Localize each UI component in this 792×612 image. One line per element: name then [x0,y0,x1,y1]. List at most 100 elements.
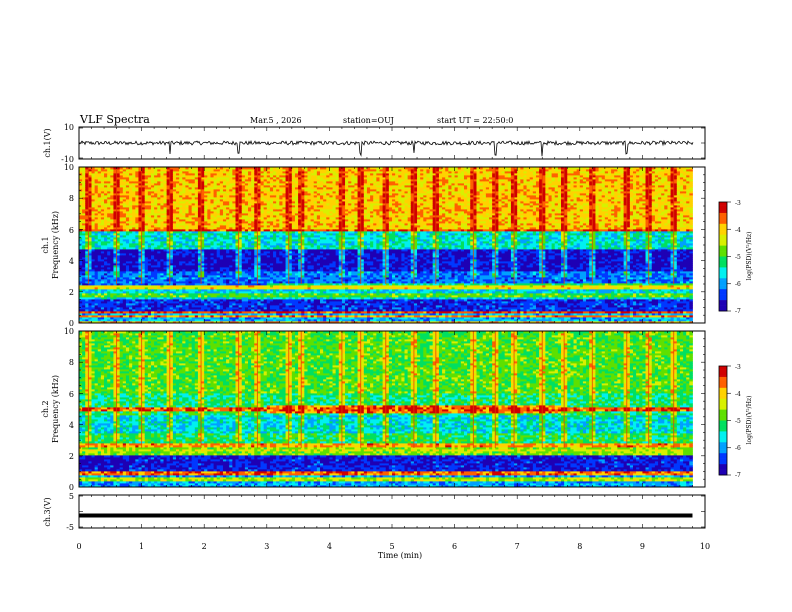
spectrogram-cell [88,175,92,178]
spectrogram-cell [104,277,108,280]
spectrogram-cell [169,317,174,320]
spectrogram-cell [172,257,177,260]
spectrogram-cell [141,243,146,246]
spectrogram-cell [119,175,124,178]
spectrogram-cell [125,167,130,170]
spectrogram-cell [166,313,171,316]
spectrogram-cell [110,261,114,264]
ch1-waveform-panel: 10 -10 ch.1(V) [43,123,706,164]
spectrogram-cell [85,209,89,212]
spectrogram-cell [150,185,155,188]
spectrogram-cell [179,183,183,186]
spectrogram-cell [138,263,142,266]
spectrogram-cell [91,261,96,264]
spectrogram-cell [132,223,136,226]
spectrogram-cell [129,285,133,288]
spectrogram-cell [107,189,111,192]
spectrogram-cell [125,251,130,254]
spectrogram-cell [166,217,171,220]
spectrogram-cell [91,263,96,266]
spectrogram-cell [129,301,133,304]
spectrogram-cell [91,173,96,176]
spectrogram-cell [122,293,127,296]
spectrogram-cell [144,307,149,310]
spectrogram-cell [169,257,174,260]
spectrogram-cell [132,195,136,198]
spectrogram-cell [147,211,152,214]
spectrogram-cell [79,255,83,258]
spectrogram-cell [104,241,108,244]
spectrogram-cell [91,277,96,280]
spectrogram-cell [110,317,114,320]
spectrogram-cell [119,289,124,292]
spectrogram-cell [166,173,171,176]
spectrogram-cell [154,199,158,202]
spectrogram-cell [163,209,168,212]
spectrogram-cell [113,237,117,240]
spectrogram-cell [144,261,149,264]
spectrogram-cell [125,181,130,184]
spectrogram-cell [94,293,99,296]
spectrogram-cell [91,169,96,172]
spectrogram-cell [135,239,139,242]
spectrogram-cell [129,177,133,180]
spectrogram-cell [163,187,168,190]
spectrogram-cell [116,265,121,268]
spectrogram-cell [138,229,142,232]
spectrogram-cell [94,173,99,176]
spectrogram-cell [100,259,105,262]
spectrogram-cell [110,207,114,210]
spectrogram-cell [94,217,99,220]
spectrogram-cell [138,311,142,314]
spectrogram-cell [88,217,92,220]
spectrogram-cell [110,237,114,240]
spectrogram-cell [107,167,111,170]
spectrogram-cell [119,169,124,172]
spectrogram-cell [129,319,133,322]
spectrogram-cell [176,177,180,180]
spectrogram-cell [182,239,186,242]
spectrogram-cell [163,231,168,234]
spectrogram-cell [82,227,86,230]
spectrogram-cell [160,169,164,172]
spectrogram-cell [150,267,155,270]
spectrogram-cell [147,253,152,256]
spectrogram-cell [94,263,99,266]
spectrogram-cell [135,195,139,198]
spectrogram-cell [129,257,133,260]
spectrogram-cell [110,309,114,312]
spectrogram-cell [104,295,108,298]
spectrogram-cell [104,299,108,302]
spectrogram-cell [107,171,111,174]
spectrogram-cell [141,229,146,232]
spectrogram-cell [176,181,180,184]
spectrogram-cell [182,257,186,260]
spectrogram-cell [154,177,158,180]
spectrogram-cell [119,275,124,278]
spectrogram-cell [150,309,155,312]
spectrogram-cell [135,293,139,296]
spectrogram-cell [163,285,168,288]
spectrogram-cell [144,297,149,300]
spectrogram-cell [129,265,133,268]
spectrogram-cell [172,317,177,320]
spectrogram-cell [179,297,183,300]
spectrogram-cell [166,281,171,284]
spectrogram-cell [110,239,114,242]
spectrogram-cell [94,195,99,198]
spectrogram-cell [94,201,99,204]
spectrogram-cell [100,171,105,174]
spectrogram-cell [110,267,114,270]
spectrogram-cell [176,191,180,194]
spectrogram-cell [150,187,155,190]
spectrogram-cell [172,247,177,250]
spectrogram-cell [163,243,168,246]
spectrogram-cell [116,305,121,308]
spectrogram-cell [144,275,149,278]
spectrogram-cell [129,195,133,198]
spectrogram-cell [129,291,133,294]
spectrogram-cell [113,281,117,284]
spectrogram-cell [179,167,183,170]
spectrogram-cell [176,317,180,320]
spectrogram-cell [88,189,92,192]
